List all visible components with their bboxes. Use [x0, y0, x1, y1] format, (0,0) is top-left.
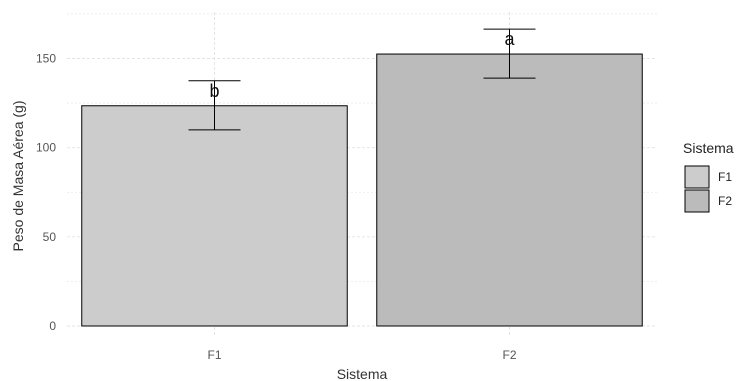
- y-axis-title: Peso de Masa Aérea (g): [10, 101, 26, 252]
- bars: [81, 53, 643, 327]
- significance-label: a: [504, 29, 515, 49]
- x-axis-ticks: F1 F2: [207, 348, 516, 362]
- x-axis-title: Sistema: [337, 366, 388, 381]
- bar-f2: [376, 53, 643, 327]
- bar-f1: [81, 105, 348, 327]
- y-tick-label: 0: [49, 319, 56, 333]
- legend-items: F1 F2: [684, 165, 732, 213]
- x-tick-label: F1: [207, 348, 221, 362]
- legend-label: F2: [718, 194, 732, 208]
- legend-title: Sistema: [683, 140, 734, 156]
- y-axis-ticks: 0 50 100 150: [36, 52, 56, 333]
- significance-labels: ba: [209, 29, 515, 101]
- significance-label: b: [209, 81, 219, 101]
- legend-label: F1: [718, 170, 732, 184]
- y-tick-label: 150: [36, 52, 56, 66]
- legend: Sistema F1 F2: [683, 140, 734, 213]
- legend-key-f1: [684, 165, 710, 189]
- error-bars: [188, 28, 536, 131]
- legend-key-f2: [684, 189, 710, 213]
- y-tick-label: 100: [36, 141, 56, 155]
- y-tick-label: 50: [43, 230, 57, 244]
- x-tick-label: F2: [502, 348, 516, 362]
